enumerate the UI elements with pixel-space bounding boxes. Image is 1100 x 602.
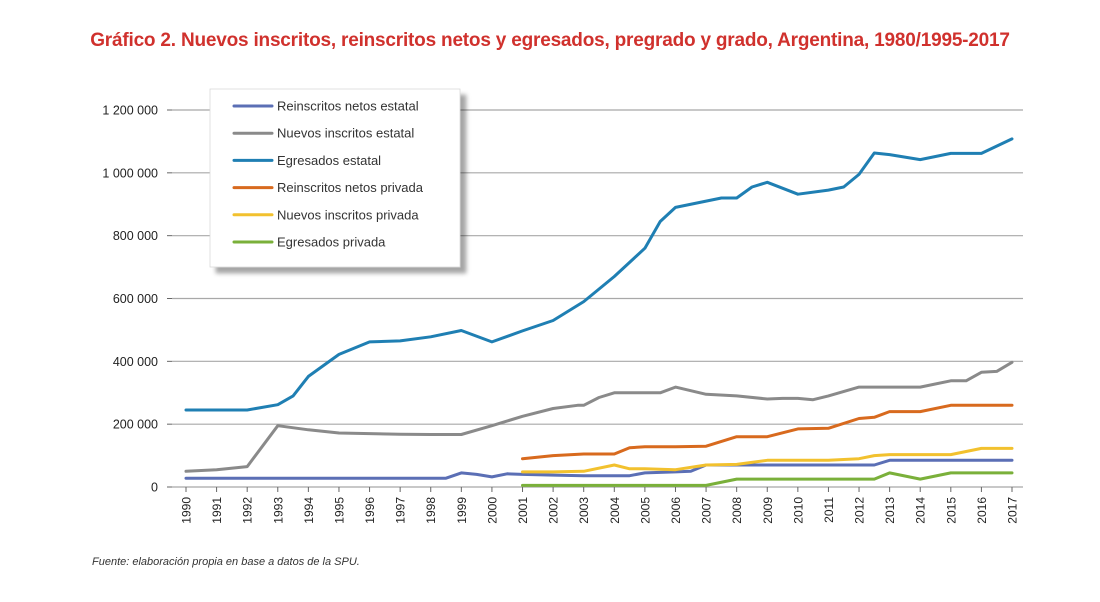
legend: Reinscritos netos estatal Nuevos inscrito… — [209, 88, 461, 268]
x-tick-label: 2009 — [761, 497, 775, 524]
y-tick-label: 400 000 — [113, 355, 158, 369]
x-tick-label: 2008 — [730, 497, 744, 524]
x-tick-label: 2013 — [883, 497, 897, 524]
x-tick-label: 2001 — [516, 497, 530, 524]
legend-label: Egresados estatal — [277, 153, 381, 168]
x-tick-label: 1999 — [455, 497, 469, 524]
series-line-4 — [521, 403, 1014, 461]
y-tick-label: 600 000 — [113, 292, 158, 306]
series-line-1 — [184, 458, 1014, 480]
x-tick-label: 2012 — [853, 497, 867, 524]
legend-box — [209, 88, 461, 268]
chart-title: Gráfico 2. Nuevos inscritos, reinscritos… — [90, 30, 1010, 51]
legend-label: Reinscritos netos estatal — [277, 99, 419, 114]
series-line-3 — [184, 137, 1014, 412]
x-axis: 1990 1991 1992 1993 1994 1995 1996 1997 1998 1999… — [180, 487, 1020, 524]
x-tick-label: 1996 — [363, 497, 377, 524]
legend-label: Nuevos inscritos estatal — [277, 126, 414, 141]
x-tick-label: 2011 — [822, 497, 836, 523]
source-note: Fuente: elaboración propia en base a dat… — [92, 556, 360, 568]
x-tick-label: 1998 — [424, 497, 438, 524]
x-tick-label: 1995 — [332, 497, 346, 524]
y-tick-label: 0 — [151, 481, 158, 495]
x-tick-label: 2010 — [791, 497, 805, 524]
series-line-2 — [184, 360, 1014, 473]
x-tick-label: 2005 — [638, 497, 652, 524]
y-tick-label: 800 000 — [113, 229, 158, 243]
x-tick-label: 1990 — [180, 497, 194, 524]
x-tick-label: 2003 — [577, 497, 591, 524]
x-tick-label: 2015 — [944, 497, 958, 524]
x-tick-label: 2014 — [914, 497, 928, 524]
x-tick-label: 1997 — [394, 497, 408, 524]
x-tick-label: 2006 — [669, 497, 683, 524]
gridlines — [172, 109, 1023, 488]
series-lines — [184, 137, 1014, 487]
y-axis: 0 200 000 400 000 600 000 800 000 1 000 000 1 … — [102, 104, 172, 495]
x-tick-label: 2004 — [608, 497, 622, 524]
legend-label: Reinscritos netos privada — [277, 180, 424, 195]
y-tick-label: 1 000 000 — [102, 166, 158, 180]
x-tick-label: 1991 — [210, 497, 224, 524]
x-tick-label: 2000 — [485, 497, 499, 524]
series-line-5 — [521, 446, 1014, 474]
y-tick-label: 1 200 000 — [102, 104, 158, 118]
x-tick-label: 2007 — [700, 497, 714, 524]
y-tick-label: 200 000 — [113, 418, 158, 432]
legend-label: Nuevos inscritos privada — [277, 207, 419, 222]
x-tick-label: 2016 — [975, 497, 989, 524]
x-tick-label: 1994 — [302, 497, 316, 524]
series-line-6 — [521, 471, 1014, 487]
x-tick-label: 1992 — [241, 497, 255, 524]
x-tick-label: 2017 — [1006, 497, 1020, 524]
x-tick-label: 2002 — [547, 497, 561, 524]
legend-label: Egresados privada — [277, 235, 386, 250]
x-tick-label: 1993 — [271, 497, 285, 524]
